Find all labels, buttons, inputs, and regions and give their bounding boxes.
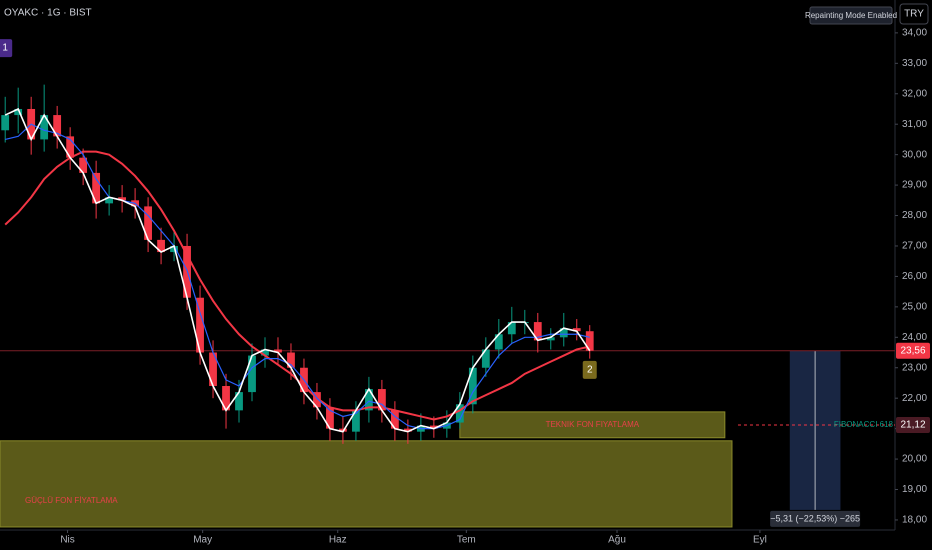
y-tick-label: 33,00 xyxy=(902,58,927,69)
y-tick-label: 22,00 xyxy=(902,393,927,404)
last-price-tag xyxy=(896,342,930,359)
y-tick-label: 31,00 xyxy=(902,119,927,130)
measure-label-bg xyxy=(770,510,861,527)
candle-body xyxy=(222,386,230,411)
currency-text[interactable]: TRY xyxy=(904,9,924,20)
fibonacci-label: 21,12 xyxy=(900,420,925,431)
candle-body xyxy=(559,328,568,338)
candle-body xyxy=(365,389,373,411)
indicator-line xyxy=(5,123,590,430)
y-tick-label: 32,00 xyxy=(902,88,927,99)
y-tick-label: 20,00 xyxy=(902,454,927,465)
candle-body xyxy=(209,352,217,387)
signal-marker xyxy=(0,39,13,58)
x-tick-label: Tem xyxy=(457,535,476,546)
candle-body xyxy=(455,404,464,423)
y-tick-label: 24,00 xyxy=(902,332,927,343)
x-tick-label: May xyxy=(193,535,212,546)
candle-body xyxy=(53,115,62,137)
candle-body xyxy=(287,352,295,368)
candle-body xyxy=(144,206,152,240)
y-tick-label: 23,00 xyxy=(902,362,927,373)
candle-body xyxy=(352,410,360,432)
candle-body xyxy=(313,392,321,408)
zone-label: GÜÇLÜ FON FİYATLAMA xyxy=(25,496,118,505)
price-zone xyxy=(459,411,726,439)
signal-marker xyxy=(582,360,597,379)
x-tick-label: Haz xyxy=(329,535,347,546)
candle-body xyxy=(235,392,243,411)
candle-body xyxy=(378,389,386,411)
fibonacci-tag xyxy=(896,416,930,433)
y-tick-label: 27,00 xyxy=(902,241,927,252)
candle-body xyxy=(468,367,477,405)
candle-body xyxy=(196,297,204,353)
y-tick-label: 19,00 xyxy=(902,484,927,495)
candle-body xyxy=(494,334,503,350)
zone-label: TEKNIK FON FIYATLAMA xyxy=(546,420,640,429)
candle-body xyxy=(92,172,101,204)
candle-body xyxy=(14,108,23,116)
candle-body xyxy=(533,322,542,341)
candle-body xyxy=(157,239,165,253)
candle-body xyxy=(1,115,10,131)
candle-body xyxy=(79,157,88,173)
candle-body xyxy=(546,337,555,341)
repainting-text: Repainting Mode Enabled xyxy=(805,11,897,20)
x-tick-label: Eyl xyxy=(753,535,767,546)
y-tick-label: 34,00 xyxy=(902,28,927,39)
candle-body xyxy=(66,136,75,158)
candle-body xyxy=(274,349,282,353)
candle-body xyxy=(326,407,334,429)
y-tick-label: 18,00 xyxy=(902,515,927,526)
candle-body xyxy=(40,115,49,140)
y-tick-label: 25,00 xyxy=(902,301,927,312)
signal-label: 2 xyxy=(587,365,593,376)
y-tick-label: 28,00 xyxy=(902,210,927,221)
repainting-badge xyxy=(809,6,893,25)
candle-body xyxy=(429,425,438,429)
y-tick-label: 29,00 xyxy=(902,180,927,191)
candle-body xyxy=(248,355,256,393)
candle-body xyxy=(390,410,399,429)
signal-label: 1 xyxy=(2,43,8,54)
candle-body xyxy=(105,197,114,204)
candle-body xyxy=(403,428,412,432)
measure-label: −5,31 (−22,53%) −265 xyxy=(770,513,860,523)
y-tick-label: 26,00 xyxy=(902,271,927,282)
candle-body xyxy=(481,349,490,368)
currency-button[interactable] xyxy=(899,3,929,25)
y-tick-label: 30,00 xyxy=(902,149,927,160)
candle-body xyxy=(572,328,581,332)
candle-body xyxy=(261,349,269,356)
x-tick-label: Nis xyxy=(60,535,74,546)
fibonacci-name: FIBONACCI 618 xyxy=(834,420,894,429)
symbol-title: OYAKC · 1G · BIST xyxy=(4,8,92,19)
price-zone xyxy=(0,440,733,528)
candle-body xyxy=(507,322,516,335)
x-tick-label: Ağu xyxy=(608,535,626,546)
candle-body xyxy=(585,331,594,351)
last-price-label: 23,56 xyxy=(900,345,925,356)
candle-body xyxy=(118,197,127,201)
close-line xyxy=(4,107,591,433)
